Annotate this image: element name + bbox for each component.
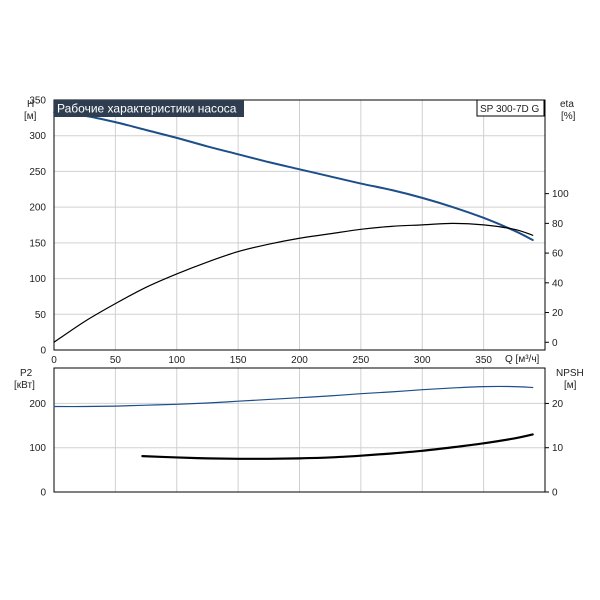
x-tick-label: 250 — [353, 355, 370, 366]
bottom-right-tick-label: 20 — [552, 399, 564, 410]
bottom-left-tick-label: 100 — [29, 443, 46, 454]
top-right-tick-label: 40 — [552, 278, 564, 289]
top-series-right-axis-line — [53, 222, 534, 343]
bottom-right-axis-title-line1: NPSH — [556, 368, 584, 379]
model-label: SP 300-7D G — [480, 104, 540, 115]
bottom-right-tick-label: 10 — [552, 443, 564, 454]
top-right-tick-label: 0 — [552, 338, 558, 349]
x-tick-label: 0 — [51, 355, 57, 366]
top-series-left-axis-line — [53, 111, 534, 241]
top-plot-grid — [54, 99, 546, 351]
top-plot-ticks: 0 50 100 150 200 250 300 3500501001502002503003… — [29, 96, 569, 367]
chart-title: Рабочие характеристики насоса — [57, 102, 237, 116]
x-tick-label: 350 — [475, 355, 492, 366]
top-plot-frame — [53, 99, 546, 351]
bottom-left-tick-label: 200 — [29, 399, 46, 410]
top-right-axis-title-line2: [%] — [561, 111, 576, 122]
top-left-axis-title-line1: H — [27, 99, 34, 110]
x-tick-label: 150 — [230, 355, 247, 366]
x-tick-label: 200 — [291, 355, 308, 366]
bottom-plot-frame — [53, 367, 546, 493]
top-left-tick-label: 100 — [29, 274, 46, 285]
top-left-tick-label: 0 — [40, 346, 46, 357]
top-right-tick-label: 60 — [552, 249, 564, 260]
model-label-box — [476, 99, 545, 117]
bottom-plot-ticks: 0 100 200 0 10 20 — [29, 399, 563, 499]
bottom-right-axis-title-line2: [м] — [564, 380, 577, 391]
x-tick-label: 300 — [414, 355, 431, 366]
top-right-tick-label: 80 — [552, 219, 564, 230]
top-plot-series — [53, 111, 534, 343]
top-left-tick-label: 300 — [29, 131, 46, 142]
bottom-series-left-axis-line — [53, 385, 534, 408]
x-axis-title: Q [м³/ч] — [505, 354, 540, 365]
bottom-left-axis-title-line1: P2 — [20, 368, 33, 379]
top-right-tick-label: 100 — [552, 189, 569, 200]
top-left-tick-label: 250 — [29, 167, 46, 178]
top-left-axis-title-line2: [м] — [24, 111, 37, 122]
top-right-axis-title-line1: eta — [560, 99, 574, 110]
bottom-plot-series — [53, 385, 534, 460]
top-left-tick-label: 350 — [29, 96, 46, 107]
top-left-tick-label: 150 — [29, 238, 46, 249]
x-tick-label: 50 — [110, 355, 122, 366]
bottom-left-axis-title-line2: [кВт] — [14, 380, 35, 391]
top-left-tick-label: 50 — [35, 310, 47, 321]
bottom-left-tick-label: 0 — [40, 488, 46, 499]
x-tick-label: 100 — [168, 355, 185, 366]
chart-title-box — [54, 100, 244, 117]
bottom-series-right-axis-line — [141, 433, 534, 460]
top-left-tick-label: 200 — [29, 203, 46, 214]
bottom-right-tick-label: 0 — [552, 488, 558, 499]
top-right-tick-label: 20 — [552, 308, 564, 319]
